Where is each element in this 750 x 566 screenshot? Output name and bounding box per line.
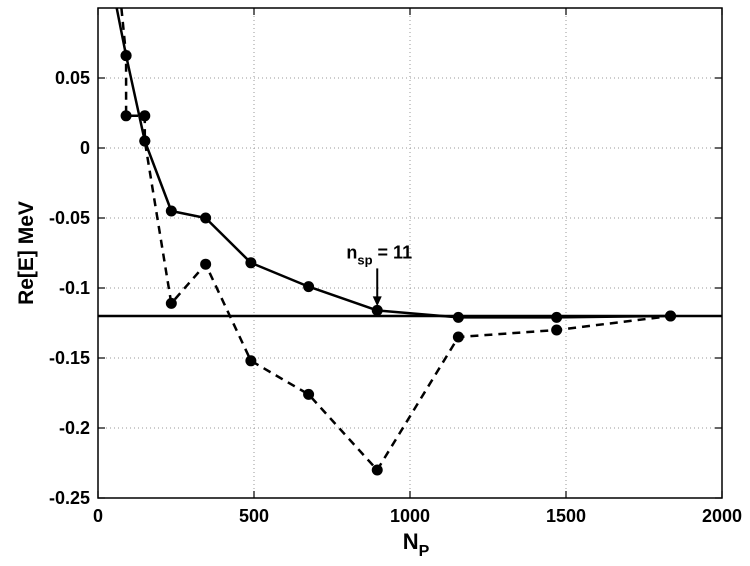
data-point xyxy=(551,311,563,323)
y-axis-title: Re[E] MeV xyxy=(15,201,38,305)
annotation: nsp = 11 xyxy=(346,242,412,307)
y-tick-label: -0.05 xyxy=(49,208,90,228)
data-point xyxy=(120,50,132,62)
data-point xyxy=(200,212,212,224)
data-point xyxy=(245,257,257,269)
data-point xyxy=(551,324,563,336)
data-point xyxy=(165,205,177,217)
series-lines xyxy=(115,8,671,472)
data-point xyxy=(371,304,383,316)
x-axis-title-sub: P xyxy=(419,543,430,560)
x-tick-label: 0 xyxy=(93,506,103,526)
x-tick-label: 500 xyxy=(239,506,269,526)
data-point xyxy=(303,388,315,400)
annotation-arrow-head xyxy=(372,296,382,307)
y-tick-label: -0.1 xyxy=(59,278,90,298)
x-tick-label: 1500 xyxy=(546,506,586,526)
data-point xyxy=(452,311,464,323)
data-point xyxy=(139,135,151,147)
data-point xyxy=(665,310,677,322)
x-tick-label: 1000 xyxy=(390,506,430,526)
annotation-label-rest: = 11 xyxy=(373,242,413,262)
data-point xyxy=(452,331,464,343)
data-point xyxy=(245,355,257,367)
data-point xyxy=(200,258,212,270)
series-line-1 xyxy=(115,8,671,319)
x-axis-title: NP xyxy=(403,529,430,560)
y-tick-label: -0.15 xyxy=(49,348,90,368)
y-tick-label: 0 xyxy=(80,138,90,158)
annotation-label-main: n xyxy=(346,242,357,262)
annotation-label-sub: sp xyxy=(357,252,372,267)
data-point xyxy=(303,281,315,293)
y-tick-label: -0.2 xyxy=(59,418,90,438)
data-point xyxy=(165,297,177,309)
y-axis-ticks: -0.25 -0.2 -0.15 -0.1 -0.05 0 0.05 xyxy=(49,68,722,508)
annotation-label: nsp = 11 xyxy=(346,242,412,267)
data-point xyxy=(139,110,151,122)
x-tick-label: 2000 xyxy=(702,506,742,526)
y-tick-label: -0.25 xyxy=(49,488,90,508)
data-point xyxy=(371,464,383,476)
y-tick-label: 0.05 xyxy=(55,68,90,88)
x-axis-title-main: N xyxy=(403,529,419,554)
x-axis-ticks: 0 500 1000 1500 2000 xyxy=(93,8,742,526)
data-point xyxy=(120,110,132,122)
series-markers xyxy=(120,50,677,476)
series-line-2 xyxy=(120,8,671,472)
